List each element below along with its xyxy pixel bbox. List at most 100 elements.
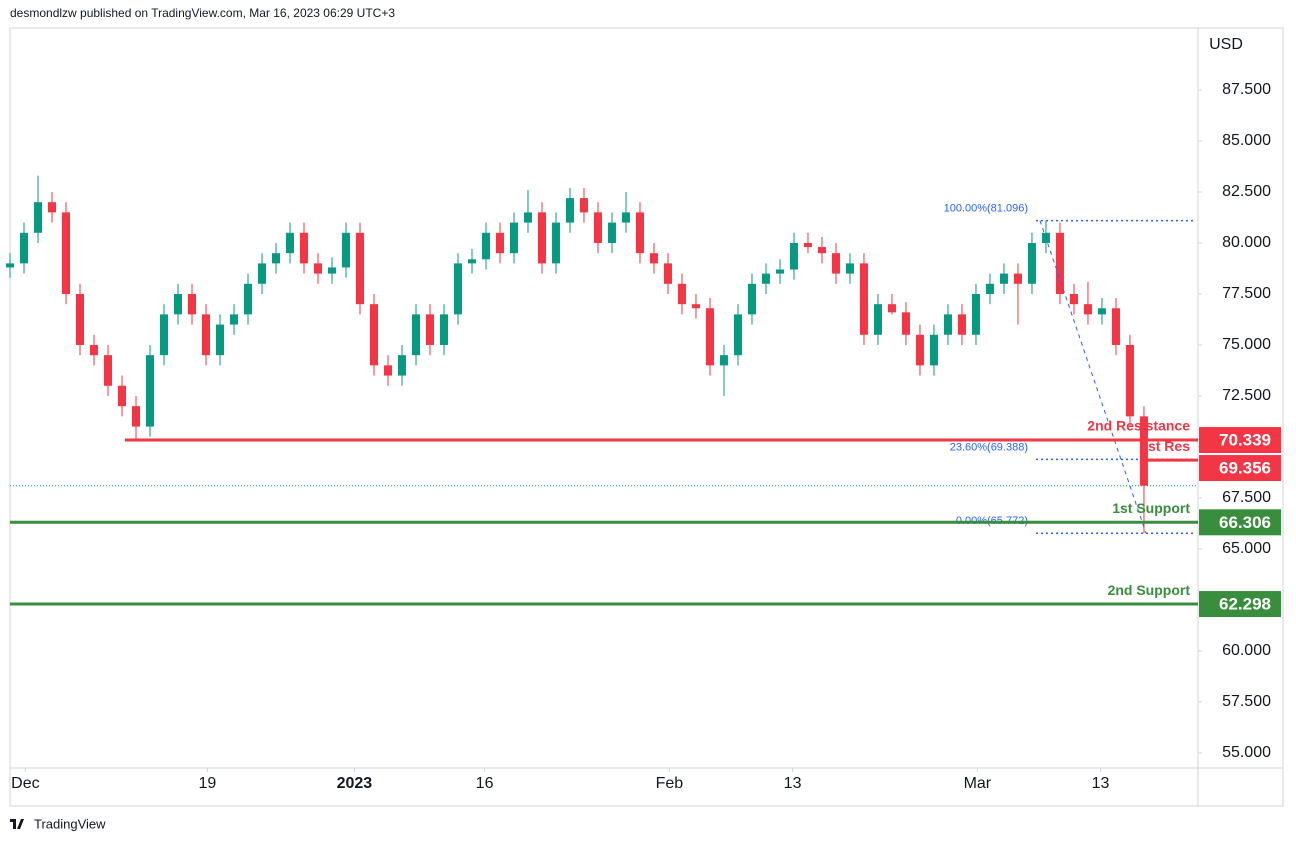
fib-label: 100.00%(81.096) (944, 203, 1028, 215)
candle-body (103, 355, 112, 386)
price-tag-label: 69.356 (1219, 459, 1271, 478)
price-tag (1199, 427, 1281, 454)
candle-body (1055, 232, 1064, 294)
footer-brand: TradingView (34, 816, 106, 831)
candle-body (187, 293, 196, 315)
candle-body (1069, 293, 1078, 305)
fib-trend (1039, 220, 1147, 534)
candle-body (75, 293, 84, 345)
candle-body (47, 202, 56, 213)
y-tick-label: 60.000 (1222, 642, 1271, 659)
candle-body (705, 308, 714, 366)
price-tag-label: 70.339 (1219, 431, 1271, 450)
level-label: 1st Res (1140, 438, 1190, 454)
candle-body (117, 385, 126, 407)
price-tag (1199, 591, 1281, 618)
candle-body (635, 212, 644, 254)
y-tick-label: 85.000 (1222, 132, 1271, 149)
y-tick-label: 55.000 (1222, 744, 1271, 761)
candle-body (299, 232, 308, 264)
x-tick-label: 13 (784, 775, 802, 792)
y-tick-label: 72.500 (1222, 387, 1271, 404)
candle-body (775, 269, 784, 274)
candle-body (859, 263, 868, 335)
candle-body (369, 304, 378, 366)
candle-body (551, 222, 560, 264)
y-tick-label: 75.000 (1222, 336, 1271, 353)
candle-body (565, 198, 574, 223)
level-label: 2nd Support (1108, 582, 1191, 598)
candle-body (411, 314, 420, 356)
y-tick-label: 82.500 (1222, 183, 1271, 200)
candle-body (761, 273, 770, 284)
candle-body (173, 293, 182, 315)
x-tick-label: 13 (1092, 775, 1110, 792)
x-tick-label: 19 (198, 775, 216, 792)
candle-body (887, 304, 896, 313)
candle-body (271, 253, 280, 264)
candle-body (33, 202, 42, 233)
candle-body (453, 263, 462, 315)
candle-body (873, 304, 882, 335)
candle-body (229, 314, 238, 325)
candle-body (257, 263, 266, 284)
candle-body (215, 324, 224, 356)
candle-body (901, 312, 910, 335)
candle-body (61, 212, 70, 294)
candle-body (495, 232, 504, 254)
candle-body (131, 406, 140, 427)
candle-body (677, 283, 686, 305)
candle-body (1139, 416, 1148, 486)
candle-body (929, 334, 938, 366)
y-axis-label: USD (1209, 36, 1243, 53)
candle-body (481, 232, 490, 260)
candle-body (691, 304, 700, 309)
candle-body (383, 365, 392, 376)
price-tag-label: 62.298 (1219, 595, 1271, 614)
candle-body (397, 355, 406, 376)
candle-body (999, 273, 1008, 284)
price-tag (1199, 509, 1281, 536)
candle-body (145, 355, 154, 427)
candle-body (845, 263, 854, 274)
candle-body (985, 283, 994, 294)
x-tick-label: Dec (11, 775, 39, 792)
x-tick-label: Mar (964, 775, 992, 792)
x-tick-label: 2023 (337, 775, 373, 792)
candle-body (607, 222, 616, 243)
candle-body (537, 212, 546, 264)
candle-body (1111, 308, 1120, 345)
candle-body (649, 253, 658, 264)
candle-body (1125, 344, 1134, 417)
y-tick-label: 87.500 (1222, 81, 1271, 98)
logo (10, 819, 24, 829)
candle-body (159, 314, 168, 356)
frame (9, 27, 1284, 807)
y-tick-label: 77.500 (1222, 285, 1271, 302)
candle-body (593, 212, 602, 243)
candle-body (1083, 304, 1092, 315)
x-tick-label: Feb (656, 775, 684, 792)
candle-body (971, 293, 980, 335)
candle-body (915, 334, 924, 366)
candle-body (803, 242, 812, 248)
candle-body (831, 253, 840, 274)
candle-body (89, 344, 98, 356)
candle-body (341, 232, 350, 268)
candle-body (243, 283, 252, 315)
fib-label: 23.60%(69.388) (950, 441, 1028, 453)
candle-body (1097, 308, 1106, 315)
candle-body (957, 314, 966, 335)
y-tick-label: 67.500 (1222, 489, 1271, 506)
candle-body (201, 314, 210, 356)
candle-body (817, 247, 826, 254)
price-tag (1199, 455, 1281, 482)
x-tick-label: 16 (476, 775, 494, 792)
candle-body (439, 314, 448, 345)
candle-body (523, 212, 532, 223)
candle-body (1013, 273, 1022, 284)
level-label: 2nd Resistance (1087, 418, 1190, 434)
y-tick-label: 65.000 (1222, 540, 1271, 557)
candle-body (733, 314, 742, 356)
